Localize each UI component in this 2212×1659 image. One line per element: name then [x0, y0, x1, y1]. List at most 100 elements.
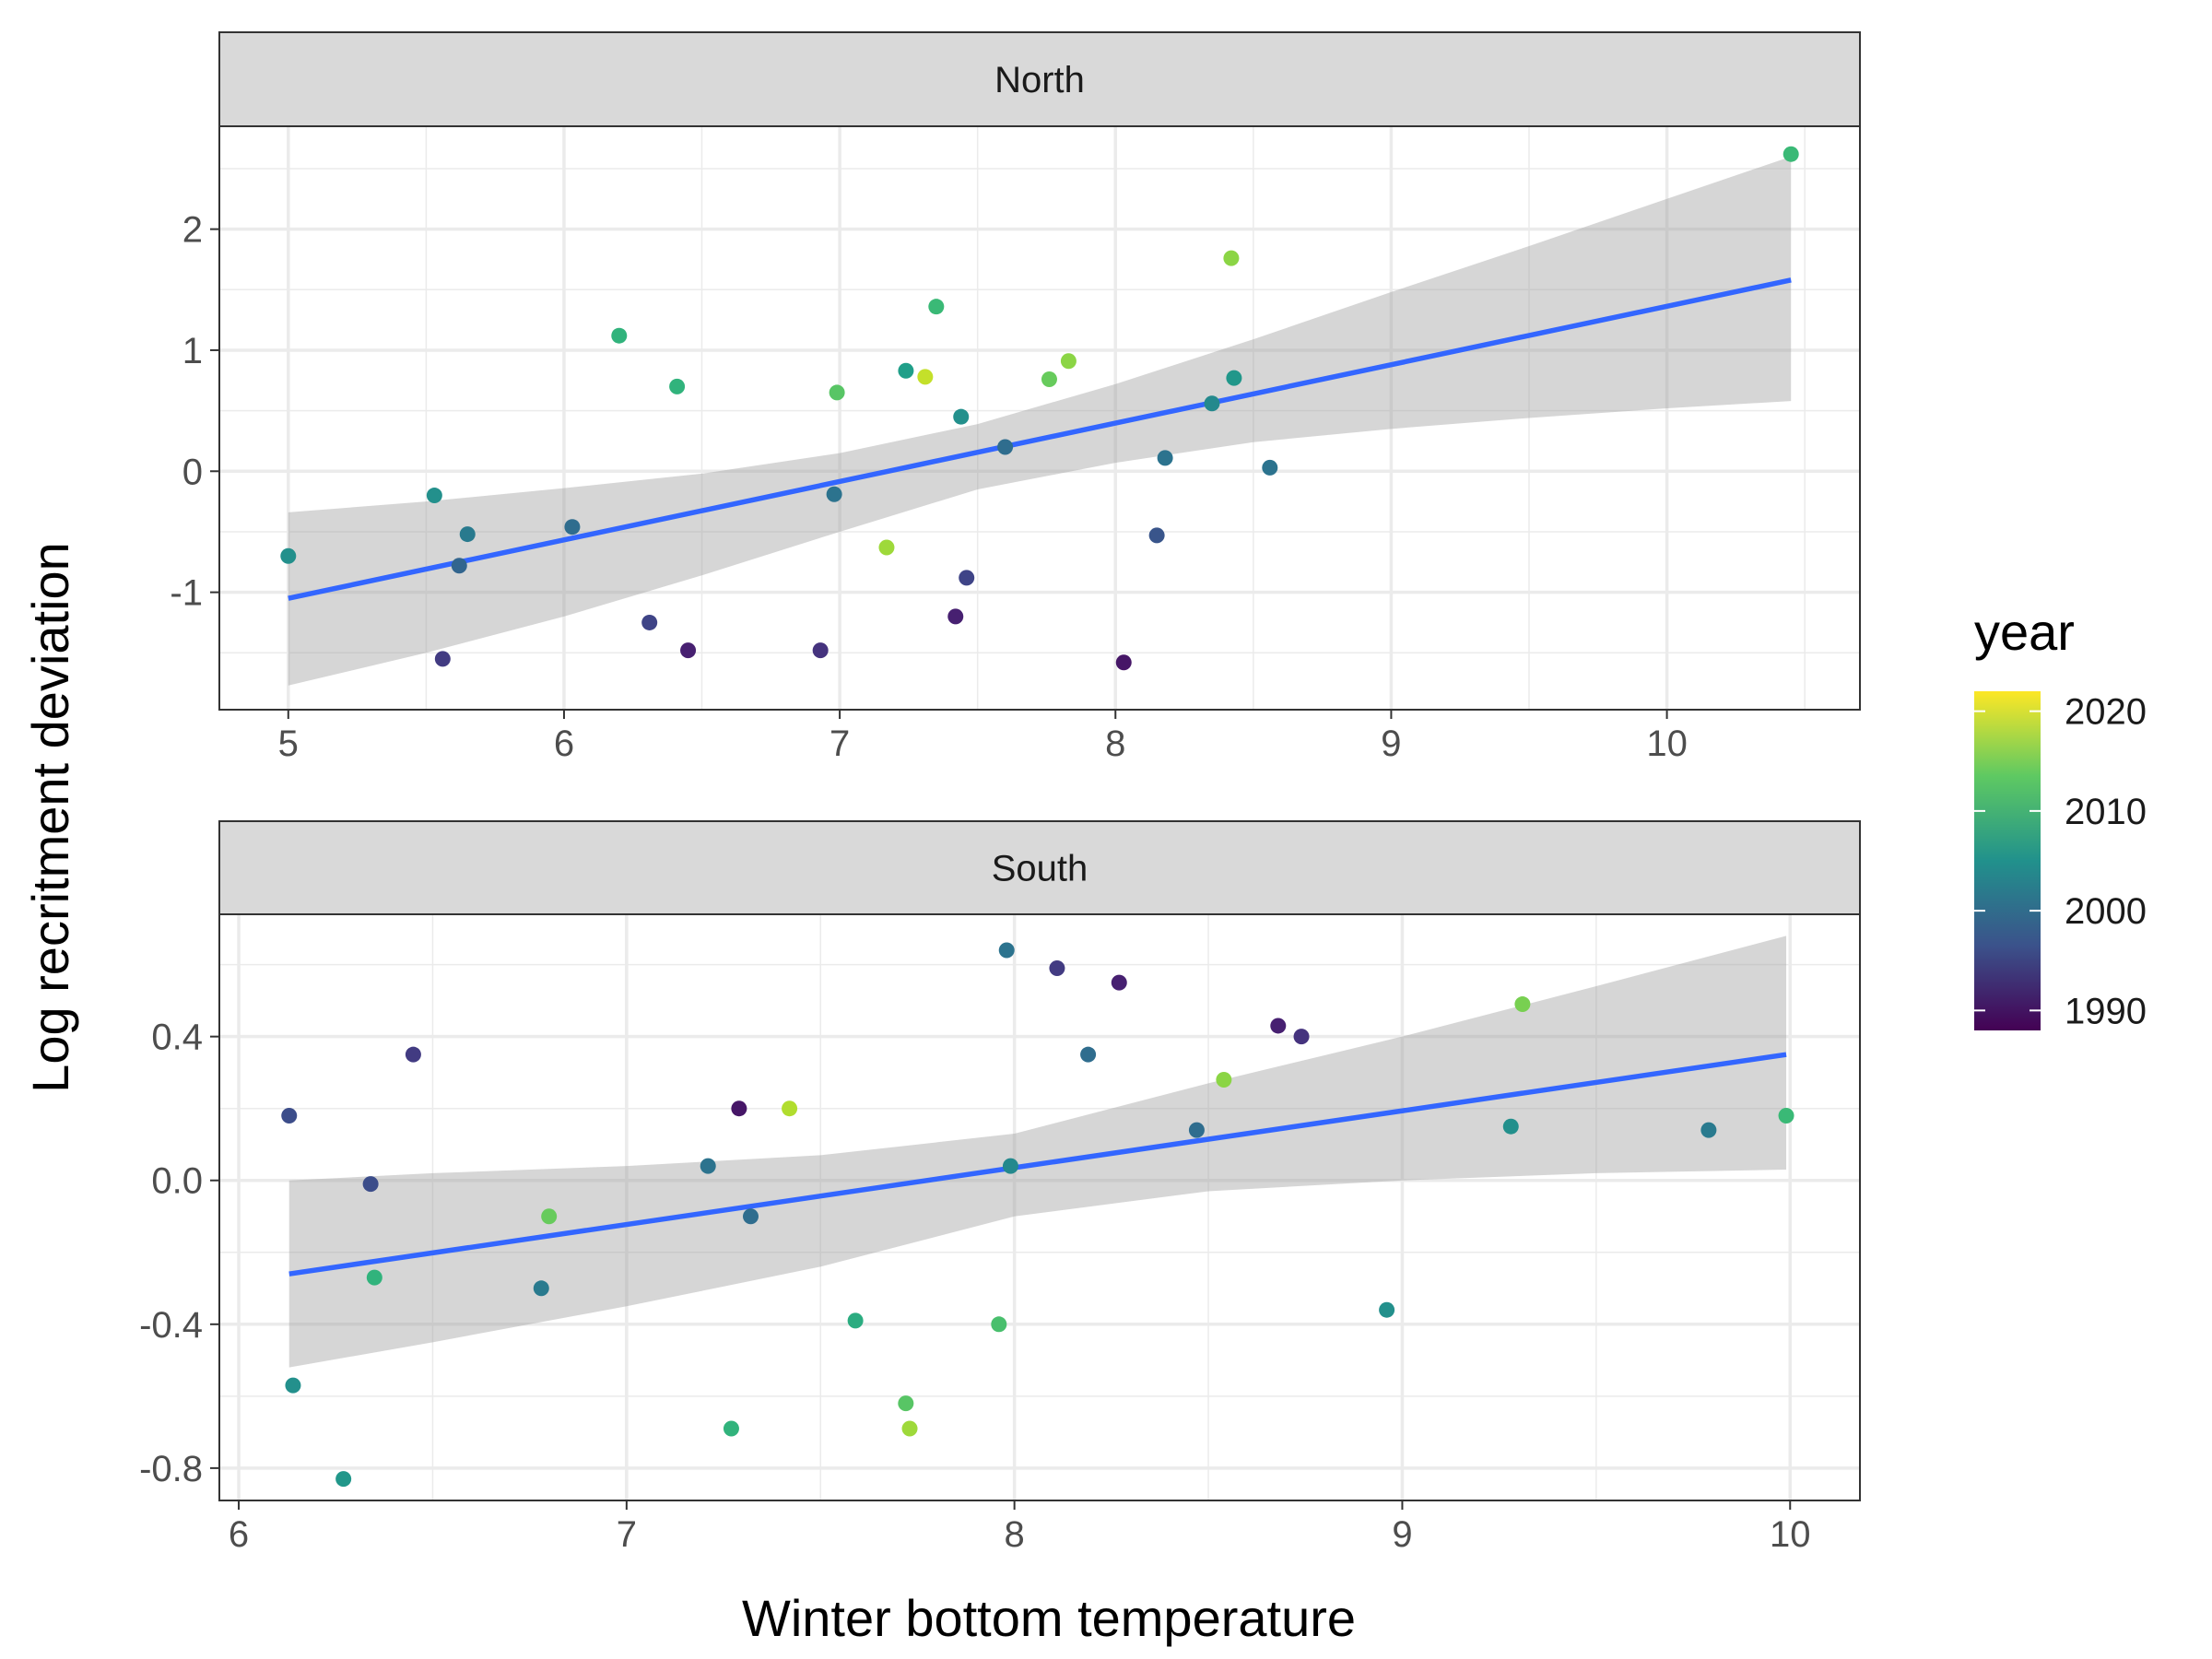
data-point — [812, 642, 829, 659]
x-tick-label: 10 — [1646, 724, 1688, 764]
data-point — [1778, 1108, 1794, 1124]
data-point — [700, 1158, 716, 1174]
data-point — [1226, 370, 1242, 386]
data-point — [1204, 395, 1220, 412]
data-point — [1080, 1046, 1097, 1063]
panel-south: South 6 7 8 9 10 -0.8 -0.4 0.0 0.4 — [139, 820, 1861, 1555]
data-point — [901, 1420, 918, 1437]
x-tick-label: 5 — [278, 724, 299, 764]
data-point — [1115, 654, 1132, 671]
data-point — [947, 608, 964, 625]
data-point — [669, 378, 686, 394]
data-point — [1111, 974, 1127, 991]
x-tick-label: 8 — [1005, 1514, 1025, 1555]
data-point — [1157, 450, 1173, 466]
x-tick-label: 6 — [229, 1514, 249, 1555]
data-point — [451, 558, 467, 574]
data-point — [1700, 1122, 1717, 1138]
facet-strip-label: North — [994, 60, 1085, 100]
y-tick-label: -1 — [170, 573, 203, 614]
facet-strip — [218, 820, 1861, 915]
data-point — [405, 1046, 421, 1063]
data-point — [434, 651, 451, 667]
y-tick-label: 2 — [182, 210, 203, 251]
data-point — [362, 1176, 379, 1193]
legend-tick-label: 1990 — [2065, 991, 2147, 1031]
data-point — [1262, 459, 1278, 476]
data-point — [1188, 1122, 1205, 1138]
panel-north: North 5 6 7 8 9 10 -1 0 1 2 — [170, 31, 1861, 764]
y-tick-label: 0.4 — [151, 1018, 203, 1058]
panel-border — [218, 125, 1861, 711]
x-tick-label: 7 — [617, 1514, 637, 1555]
data-point — [953, 408, 970, 425]
data-point — [917, 369, 934, 385]
data-point — [1270, 1018, 1287, 1034]
x-tick-label: 9 — [1392, 1514, 1412, 1555]
y-tick-label: -0.8 — [139, 1449, 203, 1489]
colorbar — [1974, 691, 2041, 1030]
data-point — [680, 642, 697, 659]
confidence-band — [288, 156, 1792, 686]
data-point — [743, 1208, 759, 1225]
data-point — [641, 614, 658, 630]
data-point — [723, 1420, 739, 1437]
x-tick-label: 9 — [1381, 724, 1401, 764]
x-tick-label: 7 — [830, 724, 850, 764]
data-point — [1060, 353, 1077, 370]
panel-background — [219, 126, 1860, 710]
data-point — [731, 1100, 747, 1117]
y-tick-label: -0.4 — [139, 1305, 203, 1346]
legend-title: year — [1974, 603, 2075, 661]
data-point — [998, 942, 1015, 959]
x-tick-label: 6 — [554, 724, 574, 764]
data-point — [1514, 996, 1531, 1013]
y-tick-label: 0 — [182, 452, 203, 492]
data-point — [847, 1312, 864, 1329]
data-point — [829, 384, 845, 401]
color-legend: year 2020 2010 2000 1990 — [1974, 603, 2147, 1031]
data-point — [991, 1316, 1007, 1333]
data-point — [782, 1100, 798, 1117]
confidence-band — [288, 935, 1787, 1368]
data-point — [928, 299, 945, 315]
data-point — [541, 1208, 558, 1225]
data-point — [1148, 527, 1165, 544]
data-point — [1041, 371, 1057, 387]
x-axis-title: Winter bottom temperature — [742, 1589, 1356, 1647]
data-point — [611, 327, 628, 344]
data-point — [1223, 250, 1240, 266]
data-point — [898, 362, 914, 379]
data-point — [281, 1108, 298, 1124]
data-point — [997, 439, 1014, 455]
facet-strip-label: South — [992, 849, 1088, 889]
y-tick-label: 1 — [182, 331, 203, 371]
data-point — [335, 1471, 352, 1488]
data-point — [959, 570, 975, 586]
data-point — [280, 547, 297, 564]
data-point — [1002, 1158, 1018, 1174]
data-point — [459, 526, 476, 543]
legend-tick-label: 2020 — [2065, 692, 2147, 733]
y-axis-title: Log recritment deviation — [21, 542, 79, 1093]
data-point — [826, 486, 842, 502]
regression-line — [288, 1052, 1787, 1277]
legend-tick-label: 2010 — [2065, 792, 2147, 832]
data-point — [366, 1269, 382, 1286]
data-point — [1049, 960, 1065, 977]
y-tick-label: 0.0 — [151, 1161, 203, 1202]
facet-strip — [218, 31, 1861, 127]
data-point — [1502, 1118, 1519, 1135]
x-tick-label: 8 — [1105, 724, 1125, 764]
data-point — [285, 1377, 301, 1394]
panel-border — [218, 913, 1861, 1501]
data-point — [1293, 1029, 1310, 1045]
regression-line — [288, 277, 1792, 601]
x-tick-label: 10 — [1770, 1514, 1811, 1555]
data-point — [533, 1280, 549, 1297]
data-point — [1783, 146, 1799, 162]
data-point — [1216, 1071, 1232, 1088]
data-point — [878, 539, 895, 556]
data-point — [426, 488, 442, 504]
